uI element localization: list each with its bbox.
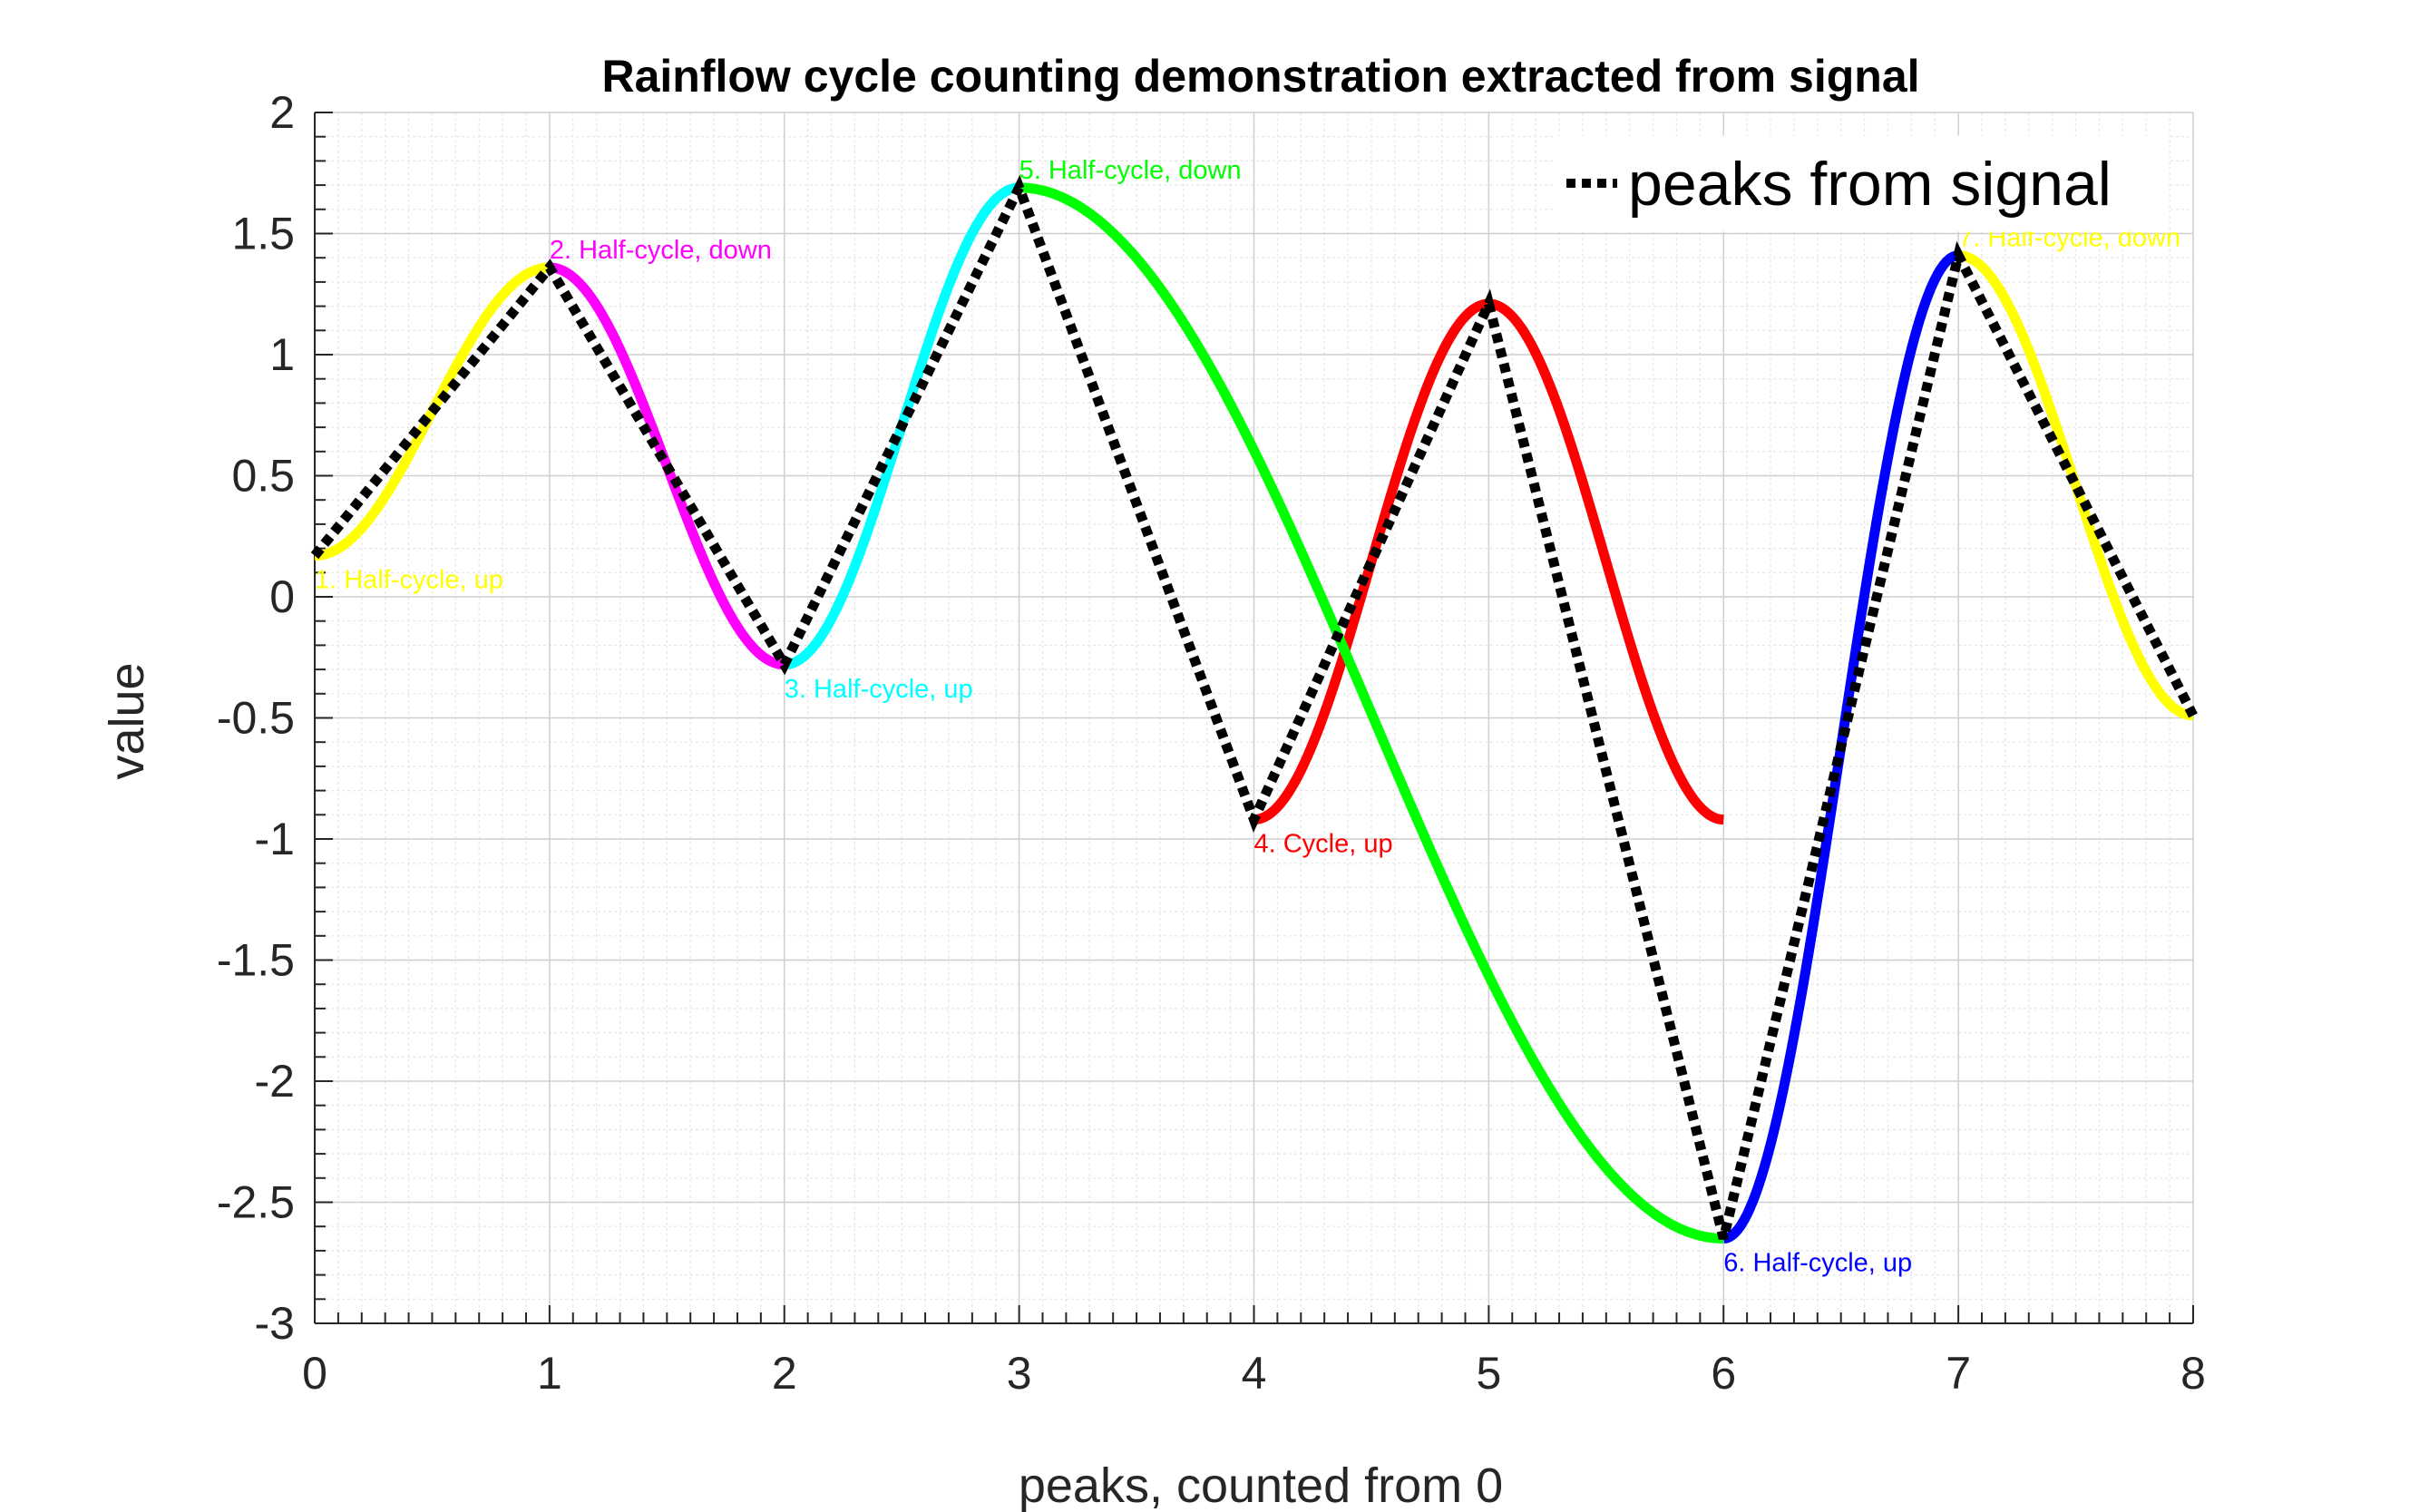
cycle-label-5: 5. Half-cycle, down: [1019, 156, 1242, 185]
x-axis-title: peaks, counted from 0: [1019, 1458, 1503, 1512]
legend-box: [1555, 135, 2170, 232]
chart-title: Rainflow cycle counting demonstration ex…: [601, 51, 1919, 102]
legend: peaks from signal: [1555, 135, 2170, 232]
x-tick-label: 8: [2180, 1348, 2206, 1399]
x-tick-label: 4: [1242, 1348, 1267, 1399]
y-tick-label: -2.5: [217, 1177, 295, 1228]
y-tick-label: 0: [269, 571, 295, 622]
y-tick-labels: 2 1.5 1 0.5 0 -0.5 -1 -1.5 -2 -2.5 -3: [217, 87, 295, 1349]
x-tick-labels: 0 1 2 3 4 5 6 7 8: [302, 1348, 2206, 1399]
y-tick-label: 2: [269, 87, 295, 138]
x-tick-label: 0: [302, 1348, 327, 1399]
cycle-label-2: 2. Half-cycle, down: [550, 236, 772, 265]
cycle-label-4: 4. Cycle, up: [1254, 830, 1393, 859]
x-tick-label: 1: [537, 1348, 562, 1399]
y-tick-label: -1: [255, 814, 295, 864]
x-tick-label: 7: [1946, 1348, 1971, 1399]
y-tick-label: 0.5: [231, 451, 295, 502]
cycle-label-6: 6. Half-cycle, up: [1723, 1249, 1912, 1278]
y-tick-label: 1: [269, 329, 295, 380]
cycle-label-3: 3. Half-cycle, up: [785, 675, 973, 704]
y-tick-label: -0.5: [217, 693, 295, 744]
peaks-line-layer: [310, 174, 2198, 1240]
y-axis-title: value: [100, 662, 154, 779]
y-tick-label: -3: [255, 1298, 295, 1349]
x-tick-label: 2: [772, 1348, 797, 1399]
x-tick-label: 5: [1476, 1348, 1501, 1399]
x-tick-label: 6: [1711, 1348, 1736, 1399]
y-tick-label: 1.5: [231, 209, 295, 259]
legend-entry-peaks: peaks from signal: [1628, 150, 2112, 219]
y-tick-label: -2: [255, 1056, 295, 1107]
y-tick-label: -1.5: [217, 935, 295, 986]
cycle-curve-5: [1019, 182, 1724, 1244]
cycle-curve-7: [1956, 250, 2196, 721]
cycle-label-1: 1. Half-cycle, up: [315, 566, 503, 595]
axes: [314, 112, 2194, 1324]
peaks-line: [310, 174, 2198, 1240]
x-tick-label: 3: [1007, 1348, 1032, 1399]
